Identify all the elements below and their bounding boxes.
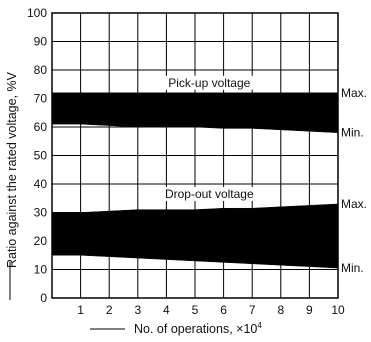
y-tick-label-40: 40 xyxy=(34,177,48,191)
band-max-label-1: Max. xyxy=(341,197,367,211)
y-tick-label-90: 90 xyxy=(34,35,48,49)
band-annotations: Pick-up voltage Max. Min. Drop-out voltage M… xyxy=(151,75,367,275)
x-tick-label-10: 10 xyxy=(331,303,345,317)
x-tick-label-1: 1 xyxy=(77,303,84,317)
band-name-background-1 xyxy=(151,186,268,201)
band-name-label-0: Pick-up voltage xyxy=(168,76,250,90)
x-axis-title-exponent: 4 xyxy=(257,321,262,330)
y-axis-title: Ratio against the rated voltage, %V xyxy=(5,71,19,268)
y-tick-label-20: 20 xyxy=(34,234,48,248)
x-tick-label-9: 9 xyxy=(306,303,313,317)
x-tick-labels: 1 2 3 4 5 6 7 8 9 10 xyxy=(77,303,345,317)
plot-frame xyxy=(51,12,339,299)
y-axis-title-group: Ratio against the rated voltage, %V xyxy=(5,71,19,268)
x-tick-label-4: 4 xyxy=(163,303,170,317)
x-axis-title: No. of operations, ×104 xyxy=(134,321,262,336)
band-max-label-0: Max. xyxy=(341,86,367,100)
y-tick-labels: 0 10 20 30 40 50 60 70 80 90 100 xyxy=(27,6,47,305)
x-tick-label-3: 3 xyxy=(134,303,141,317)
x-axis-title-main: No. of operations, ×10 xyxy=(134,322,257,336)
y-tick-label-0: 0 xyxy=(40,291,47,305)
x-tick-label-2: 2 xyxy=(106,303,113,317)
y-tick-label-30: 30 xyxy=(34,206,48,220)
x-tick-label-5: 5 xyxy=(192,303,199,317)
y-tick-label-60: 60 xyxy=(34,120,48,134)
voltage-bands xyxy=(51,92,339,269)
x-tick-label-8: 8 xyxy=(277,303,284,317)
band-min-label-1: Min. xyxy=(341,261,364,275)
y-tick-label-70: 70 xyxy=(34,92,48,106)
y-tick-label-80: 80 xyxy=(34,63,48,77)
band-name-background-0 xyxy=(151,75,268,90)
band-name-label-1: Drop-out voltage xyxy=(165,187,254,201)
y-tick-label-50: 50 xyxy=(34,149,48,163)
band-min-label-0: Min. xyxy=(341,126,364,140)
x-tick-label-7: 7 xyxy=(249,303,256,317)
band-1 xyxy=(51,203,339,269)
x-tick-label-6: 6 xyxy=(220,303,227,317)
y-tick-label-100: 100 xyxy=(27,6,47,20)
y-tick-label-10: 10 xyxy=(34,263,48,277)
